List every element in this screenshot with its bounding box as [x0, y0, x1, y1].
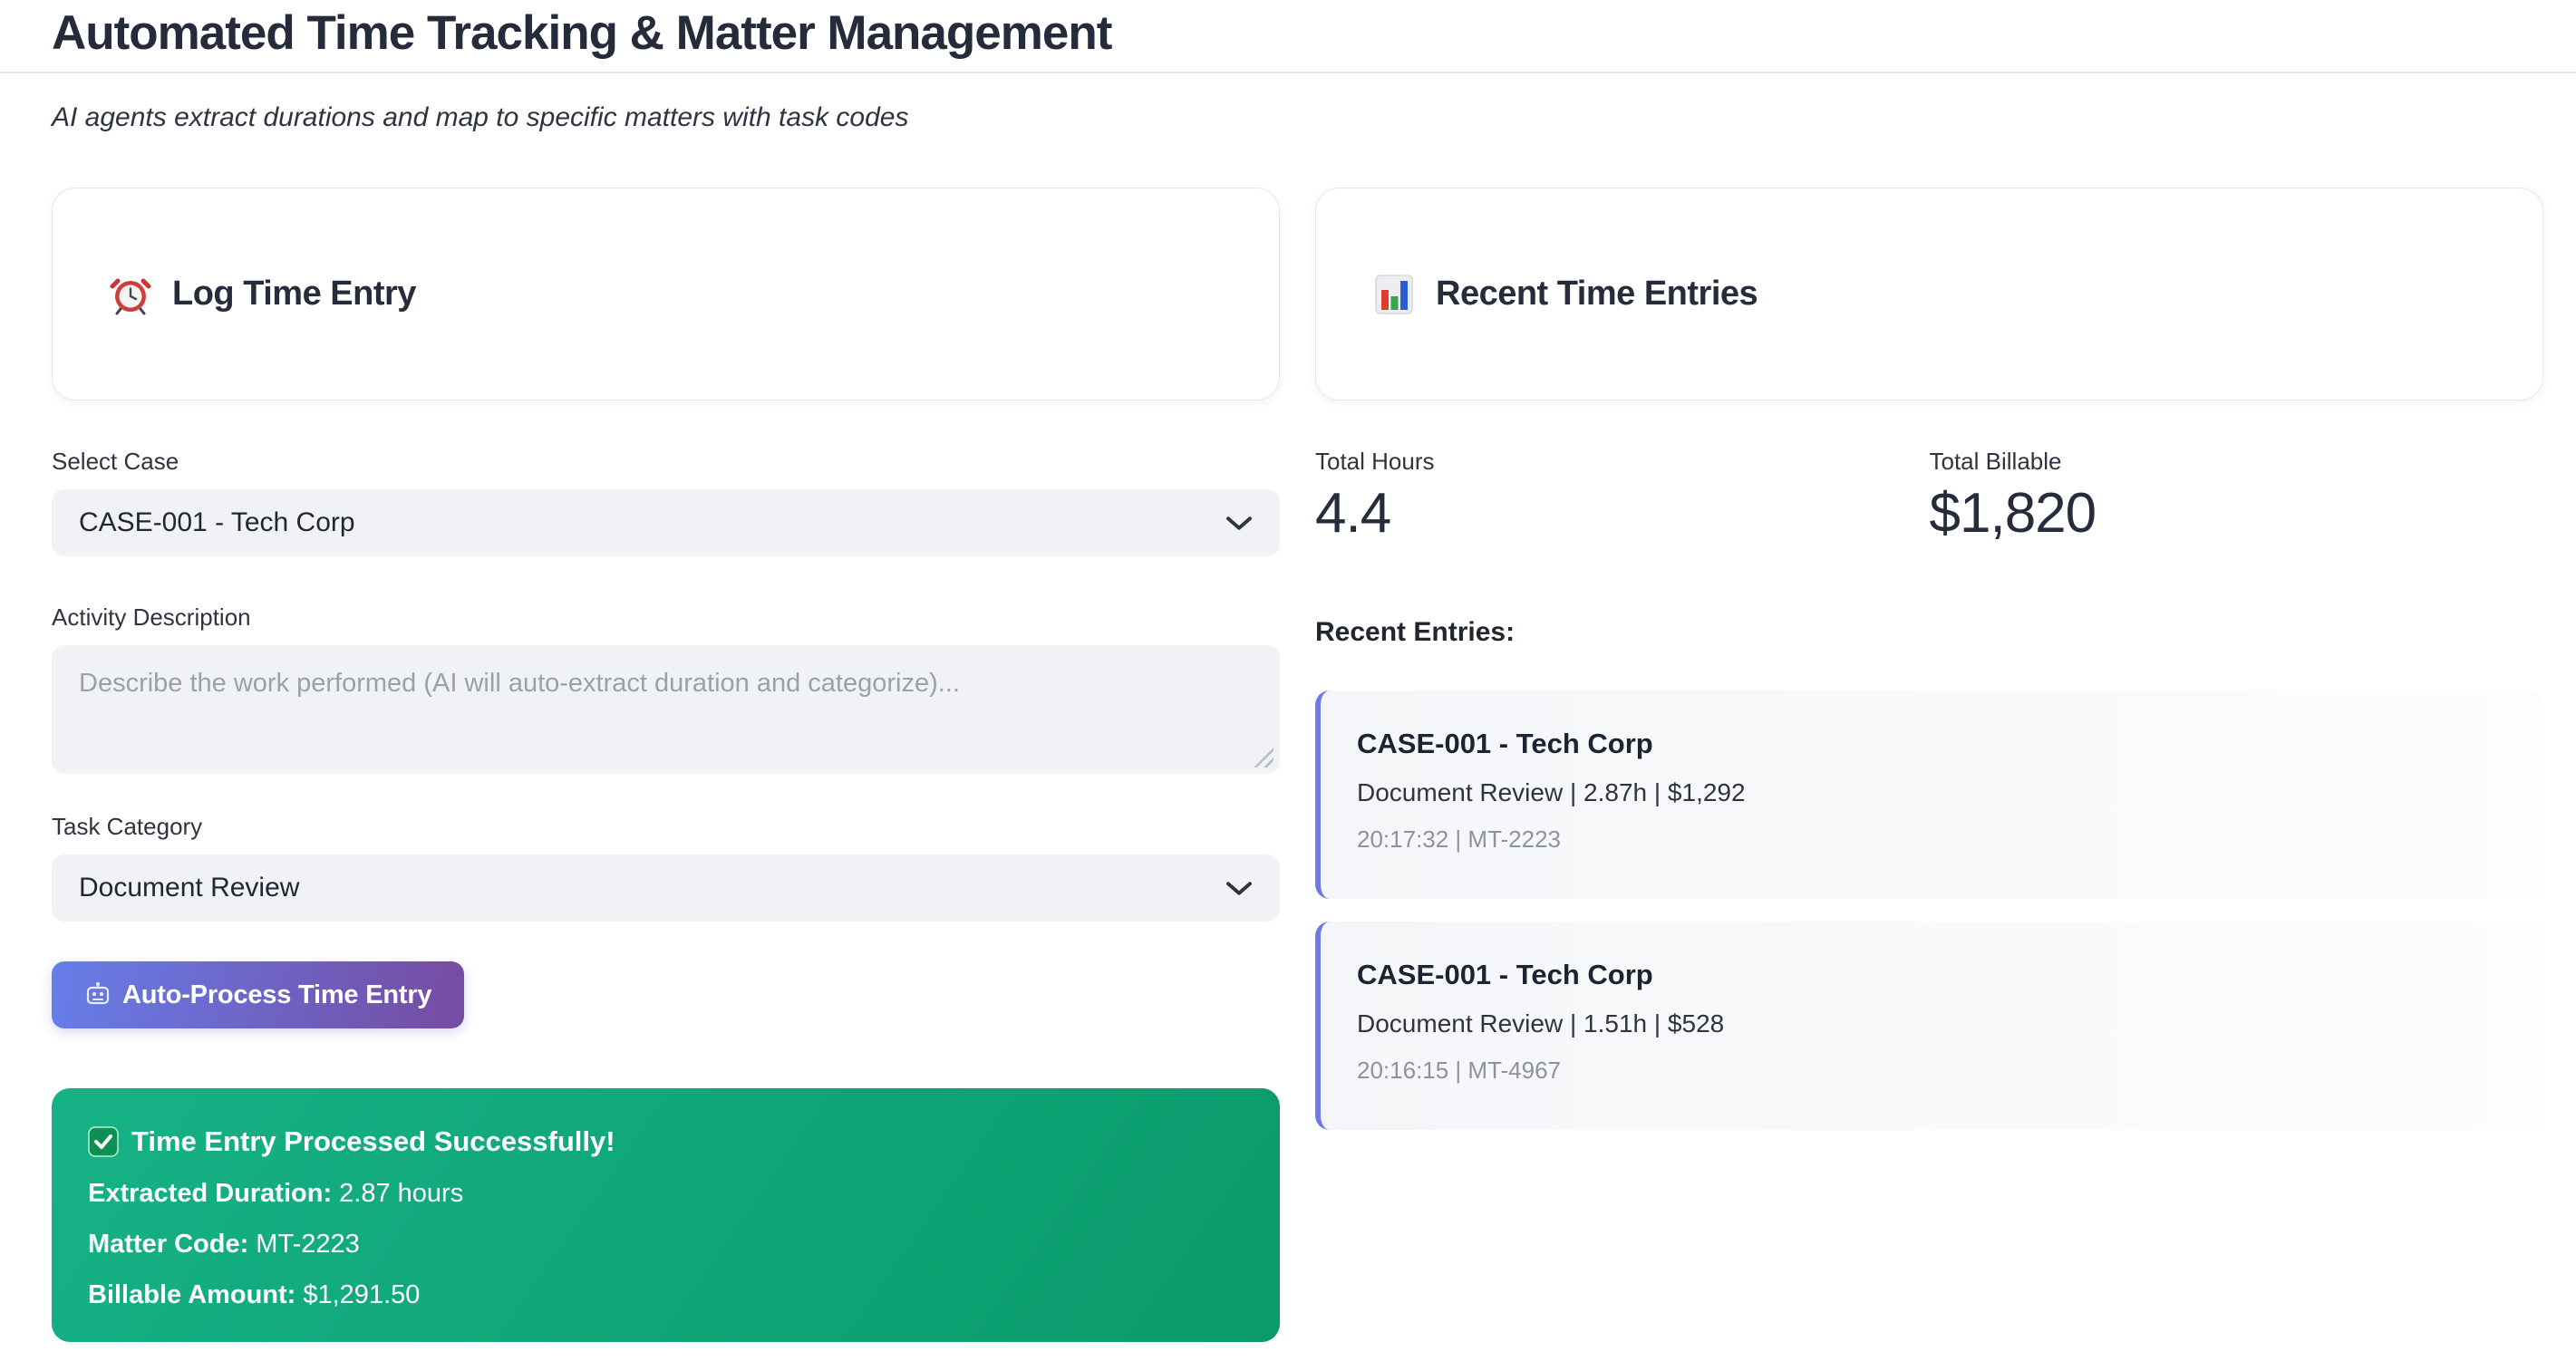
- log-panel-title: Log Time Entry: [172, 275, 416, 313]
- activity-description-wrapper: [52, 645, 1280, 774]
- activity-description-label: Activity Description: [52, 603, 251, 631]
- robot-icon: [86, 982, 110, 1005]
- header-divider: [0, 72, 2576, 73]
- success-row-value: $1,291.50: [295, 1280, 421, 1309]
- entry-meta: 20:17:32 | MT-2223: [1357, 825, 1562, 853]
- metrics-row: Total Hours 4.4 Total Billable $1,820: [1315, 448, 2543, 544]
- page-subtitle: AI agents extract durations and map to s…: [52, 102, 909, 132]
- recent-panel-title: Recent Time Entries: [1436, 275, 1758, 313]
- recent-entries-heading: Recent Entries:: [1315, 617, 1516, 647]
- entry-details: Document Review | 1.51h | $528: [1357, 1009, 1725, 1038]
- recent-entries-panel: Recent Time Entries Total Hours 4.4 Tota…: [1315, 188, 2543, 1130]
- entry-card: CASE-001 - Tech Corp Document Review | 1…: [1315, 922, 2543, 1130]
- metric-total-hours: Total Hours 4.4: [1315, 448, 1930, 544]
- case-select-value: CASE-001 - Tech Corp: [79, 507, 355, 537]
- success-row-label: Extracted Duration:: [88, 1179, 333, 1208]
- success-row-value: 2.87 hours: [332, 1179, 464, 1208]
- activity-description-input[interactable]: [52, 645, 1280, 774]
- metric-value: 4.4: [1315, 482, 1391, 545]
- success-message: Time Entry Processed Successfully! Extra…: [52, 1088, 1280, 1342]
- success-title-row: Time Entry Processed Successfully!: [88, 1125, 1244, 1159]
- task-category-label: Task Category: [52, 813, 203, 840]
- entry-meta: 20:16:15 | MT-4967: [1357, 1057, 1562, 1084]
- page-title: Automated Time Tracking & Matter Managem…: [52, 6, 1112, 60]
- metric-label: Total Billable: [1929, 448, 2062, 475]
- check-mark-icon: [88, 1126, 119, 1157]
- success-row-matter-code: Matter Code: MT-2223: [88, 1228, 1244, 1260]
- success-title: Time Entry Processed Successfully!: [131, 1125, 615, 1157]
- metric-label: Total Hours: [1315, 448, 1435, 475]
- success-row-value: MT-2223: [248, 1230, 360, 1259]
- entry-title: CASE-001 - Tech Corp: [1357, 959, 1653, 990]
- metric-total-billable: Total Billable $1,820: [1930, 448, 2544, 544]
- chevron-down-icon: [1226, 881, 1252, 895]
- chevron-down-icon: [1226, 516, 1252, 530]
- alarm-clock-icon: [110, 278, 151, 314]
- success-row-label: Matter Code:: [88, 1230, 249, 1259]
- content-columns: Log Time Entry Select Case CASE-001 - Te…: [52, 188, 2543, 1342]
- metric-value: $1,820: [1929, 482, 2097, 545]
- task-category-select[interactable]: Document Review: [52, 854, 1280, 922]
- success-row-billable: Billable Amount: $1,291.50: [88, 1279, 1244, 1311]
- bar-chart-icon: [1375, 274, 1413, 314]
- recent-entries-header-card: Recent Time Entries: [1315, 188, 2543, 401]
- success-row-label: Billable Amount:: [88, 1280, 296, 1309]
- task-category-select-value: Document Review: [79, 873, 300, 903]
- select-case-label: Select Case: [52, 448, 179, 475]
- auto-process-button[interactable]: Auto-Process Time Entry: [52, 961, 465, 1028]
- entry-card: CASE-001 - Tech Corp Document Review | 2…: [1315, 690, 2543, 899]
- case-select[interactable]: CASE-001 - Tech Corp: [52, 489, 1280, 556]
- log-time-entry-header-card: Log Time Entry: [52, 188, 1280, 401]
- log-time-entry-panel: Log Time Entry Select Case CASE-001 - Te…: [52, 188, 1280, 1342]
- entry-title: CASE-001 - Tech Corp: [1357, 728, 1653, 759]
- auto-process-button-label: Auto-Process Time Entry: [122, 980, 432, 1009]
- entry-details: Document Review | 2.87h | $1,292: [1357, 778, 1746, 806]
- success-row-duration: Extracted Duration: 2.87 hours: [88, 1177, 1244, 1210]
